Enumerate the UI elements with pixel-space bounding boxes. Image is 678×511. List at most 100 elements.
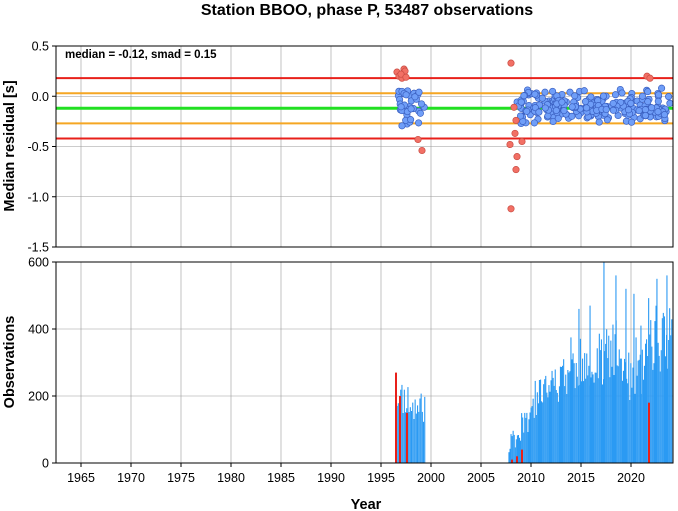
observation-bar: [657, 342, 659, 463]
y-tick-label: -1.0: [27, 190, 49, 204]
residual-point: [627, 99, 635, 107]
residual-y-ticks: 0.5 0.0 -0.5 -1.0 -1.5: [27, 40, 56, 255]
observation-bar: [652, 369, 654, 463]
x-tick-label: 1975: [167, 471, 195, 485]
observation-bar: [648, 298, 650, 463]
residual-point: [402, 91, 410, 99]
y-tick-label: 600: [28, 256, 49, 270]
observation-bar: [609, 377, 611, 463]
observation-bar: [632, 367, 634, 463]
observation-bar: [611, 366, 613, 463]
x-tick-label: 1990: [317, 471, 345, 485]
residual-point: [416, 109, 424, 117]
outlier-point: [510, 103, 518, 111]
residual-point: [648, 104, 656, 112]
residual-y-axis-title: Median residual [s]: [2, 80, 18, 212]
y-tick-label: 0: [42, 457, 49, 471]
observation-bar: [421, 411, 423, 463]
observation-bar: [515, 439, 517, 463]
observation-bar: [653, 363, 655, 463]
observation-bar: [670, 335, 672, 463]
observation-bar: [589, 305, 591, 463]
observation-bar: [409, 407, 411, 463]
residual-point: [549, 87, 557, 95]
observation-bar: [424, 396, 426, 463]
x-axis-title: Year: [351, 497, 382, 511]
observation-bar: [555, 390, 557, 463]
observation-bar: [668, 340, 670, 463]
observation-bar: [615, 275, 617, 463]
observation-bar: [522, 417, 524, 463]
observation-bar: [509, 448, 511, 463]
observation-bar: [595, 372, 597, 463]
observation-bar: [618, 349, 620, 463]
y-tick-label: -0.5: [27, 140, 49, 154]
residual-point: [587, 93, 595, 101]
residual-point: [609, 99, 617, 107]
observation-bar: [419, 398, 421, 463]
observation-bar: [549, 391, 551, 463]
residual-point: [638, 92, 647, 100]
observation-bar: [524, 412, 526, 463]
residual-point: [611, 91, 620, 99]
observation-bar: [584, 353, 586, 463]
observation-bar: [592, 374, 594, 463]
observation-bar: [517, 435, 519, 463]
observation-bar: [552, 377, 554, 463]
observation-bar: [662, 312, 664, 463]
observation-bar: [576, 376, 578, 463]
observation-bar: [573, 363, 575, 463]
outlier-point: [512, 116, 520, 124]
x-tick-label: 1980: [217, 471, 245, 485]
observation-bar: [580, 381, 582, 463]
observation-bar: [511, 436, 513, 463]
observation-bar: [649, 334, 651, 463]
observation-bar: [635, 337, 637, 463]
observation-bar: [585, 378, 587, 463]
observation-bar: [667, 368, 669, 463]
observation-bar: [588, 365, 590, 463]
residual-point: [554, 114, 562, 122]
residual-point: [571, 92, 579, 100]
observation-bar: [605, 343, 607, 463]
outlier-point: [507, 59, 515, 67]
observation-bar: [570, 337, 572, 463]
observation-bar: [528, 419, 530, 463]
residual-point: [407, 116, 415, 124]
outlier-bar: [399, 396, 401, 463]
observation-bar: [636, 375, 638, 463]
observation-bar: [582, 358, 584, 463]
observation-bar: [601, 384, 603, 463]
residual-point: [641, 111, 650, 120]
observation-bar: [418, 411, 420, 463]
observation-bar: [593, 382, 595, 463]
observations-y-axis-title: Observations: [2, 316, 18, 409]
residual-point: [549, 117, 557, 126]
observation-bar: [567, 370, 569, 463]
residual-point: [558, 98, 566, 106]
observation-bar: [546, 392, 548, 463]
residual-point: [665, 93, 673, 101]
observation-bar: [651, 346, 653, 463]
observation-bar: [541, 401, 543, 463]
observation-bar: [600, 339, 602, 463]
observation-bar: [608, 335, 610, 463]
observation-bar: [587, 375, 589, 463]
observation-bar: [523, 432, 525, 463]
outlier-bar: [406, 412, 408, 464]
observation-bar: [606, 329, 608, 463]
x-tick-label: 2020: [617, 471, 645, 485]
observation-bar: [415, 413, 417, 463]
residual-point: [655, 91, 663, 99]
observation-bar: [553, 385, 555, 463]
observation-bar: [562, 365, 564, 463]
residual-point: [666, 99, 674, 107]
residual-point: [520, 92, 528, 100]
observation-bar: [659, 371, 661, 463]
observation-bar: [591, 371, 593, 463]
observation-bar: [542, 402, 544, 463]
observation-bar: [598, 333, 600, 463]
outlier-point: [397, 70, 405, 78]
residual-point: [603, 116, 611, 124]
residual-point: [541, 88, 549, 96]
